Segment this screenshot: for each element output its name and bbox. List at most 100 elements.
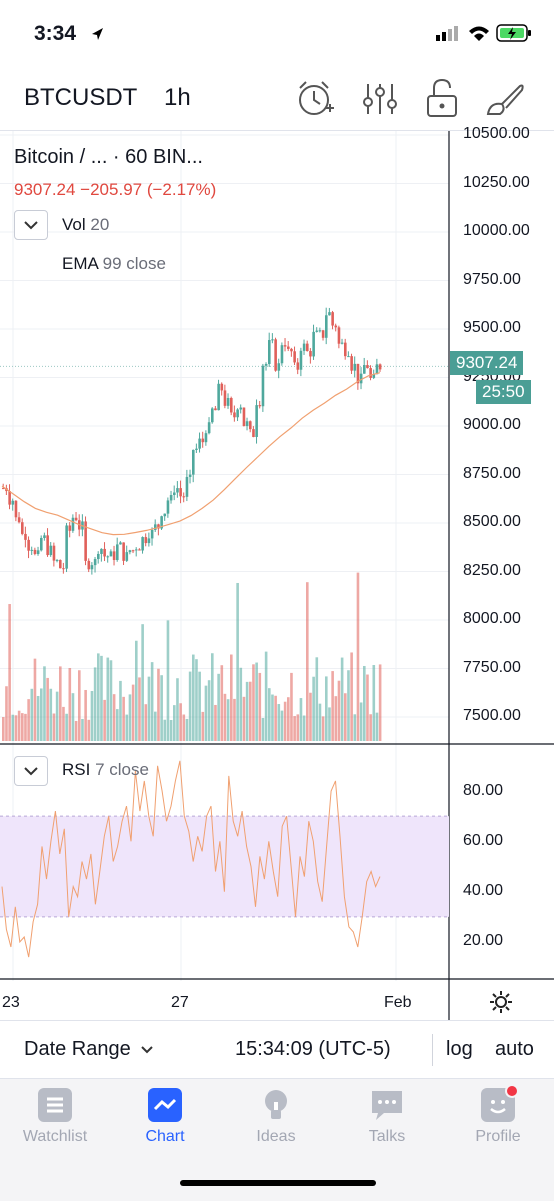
volume-bar: [74, 720, 78, 741]
candle: [258, 405, 262, 407]
candle: [157, 524, 160, 529]
volume-bar: [369, 714, 372, 741]
candle: [109, 551, 113, 557]
volume-bar: [179, 703, 182, 741]
volume-bar: [283, 701, 287, 741]
legend-symbol-title[interactable]: Bitcoin / ... · 60 BIN...: [14, 146, 203, 168]
volume-bar: [325, 676, 328, 741]
candle: [185, 476, 189, 497]
tab-label: Profile: [475, 1128, 521, 1145]
volume-bar: [68, 668, 72, 741]
auto-scale-toggle[interactable]: auto: [495, 1038, 534, 1060]
price-axis-label: 9750.00: [463, 270, 521, 288]
tab-chart[interactable]: Chart: [110, 1088, 220, 1146]
candle: [192, 449, 195, 475]
chart-settings-gear-icon[interactable]: [489, 990, 513, 1019]
candle: [255, 405, 258, 437]
volume-bar: [309, 692, 312, 741]
candle: [378, 364, 382, 370]
candle: [207, 422, 211, 434]
separator: [432, 1034, 433, 1066]
candle: [188, 474, 192, 477]
ema-indicator-label[interactable]: EMA 99 close: [62, 254, 166, 274]
rsi-axis-label: 40.00: [463, 882, 504, 899]
candle: [350, 356, 353, 371]
tab-label: Talks: [368, 1128, 406, 1145]
volume-bar: [220, 665, 224, 741]
rsi-band: [0, 816, 449, 917]
candle: [49, 545, 53, 556]
candle: [321, 330, 325, 338]
alarm-clock-icon[interactable]: [294, 76, 338, 120]
volume-bar: [239, 667, 243, 741]
legend-collapse-button[interactable]: [14, 210, 48, 240]
tab-talks[interactable]: Talks: [332, 1088, 442, 1146]
price-chart[interactable]: [0, 131, 554, 1020]
price-axis-label: 7500.00: [463, 707, 521, 724]
battery-icon: [496, 22, 532, 49]
candle: [160, 516, 163, 529]
candle: [150, 529, 154, 539]
volume-bar: [116, 709, 119, 741]
rsi-indicator-label[interactable]: RSI 7 close: [62, 760, 149, 780]
volume-bar: [125, 714, 129, 741]
candle: [112, 551, 116, 561]
volume-bar: [350, 652, 353, 741]
price-axis-label: 8500.00: [463, 513, 521, 530]
volume-bar: [378, 664, 382, 741]
volume-bar: [160, 675, 163, 741]
watchlist-icon: [38, 1088, 72, 1122]
ema-label: EMA: [62, 254, 98, 273]
volume-bar: [287, 697, 290, 741]
volume-bar: [233, 698, 236, 741]
tab-ideas[interactable]: Ideas: [221, 1088, 331, 1146]
tab-profile[interactable]: Profile: [443, 1084, 553, 1146]
brush-draw-icon[interactable]: [484, 76, 528, 120]
candle: [59, 560, 62, 569]
time-axis-label: 27: [171, 994, 189, 1011]
candle: [125, 552, 129, 561]
indicators-sliders-icon[interactable]: [358, 76, 402, 120]
ema-args: 99 close: [102, 254, 166, 273]
volume-bar: [97, 653, 100, 741]
volume-bar: [258, 672, 262, 741]
timezone-clock[interactable]: 15:34:09 (UTC-5): [235, 1038, 391, 1060]
volume-bar: [8, 604, 11, 741]
candle: [306, 343, 309, 351]
interval-button[interactable]: 1h: [164, 84, 191, 111]
candle: [249, 421, 252, 430]
rsi-collapse-button[interactable]: [14, 756, 48, 786]
candle: [116, 544, 119, 561]
candle: [2, 488, 5, 490]
candle: [337, 327, 341, 344]
candle: [226, 397, 230, 406]
candle: [369, 368, 372, 378]
candle: [283, 345, 287, 347]
volume-bar: [344, 693, 347, 741]
candle: [11, 500, 15, 505]
unlock-icon[interactable]: [420, 76, 464, 120]
volume-bar: [255, 662, 258, 741]
volume-bar: [43, 666, 46, 741]
volume-bar: [290, 672, 293, 741]
candle: [239, 407, 243, 410]
candle: [344, 342, 347, 357]
price-axis-label: 8000.00: [463, 610, 521, 627]
candle: [236, 409, 239, 418]
date-range-button[interactable]: Date Range: [24, 1038, 154, 1061]
candle: [264, 364, 268, 366]
volume-bar: [182, 714, 186, 741]
symbol-button[interactable]: BTCUSDT: [24, 84, 138, 111]
home-indicator: [180, 1180, 376, 1186]
volume-bar: [5, 686, 8, 741]
volume-bar: [46, 677, 49, 741]
volume-indicator-label[interactable]: Vol 20: [62, 215, 109, 235]
log-scale-toggle[interactable]: log: [446, 1038, 473, 1060]
volume-bar: [163, 719, 167, 741]
tab-watchlist[interactable]: Watchlist: [0, 1088, 110, 1146]
volume-bar: [334, 696, 338, 741]
candle: [290, 348, 293, 352]
volume-bar: [347, 670, 350, 741]
volume-bar: [312, 676, 315, 741]
candle: [21, 522, 24, 534]
